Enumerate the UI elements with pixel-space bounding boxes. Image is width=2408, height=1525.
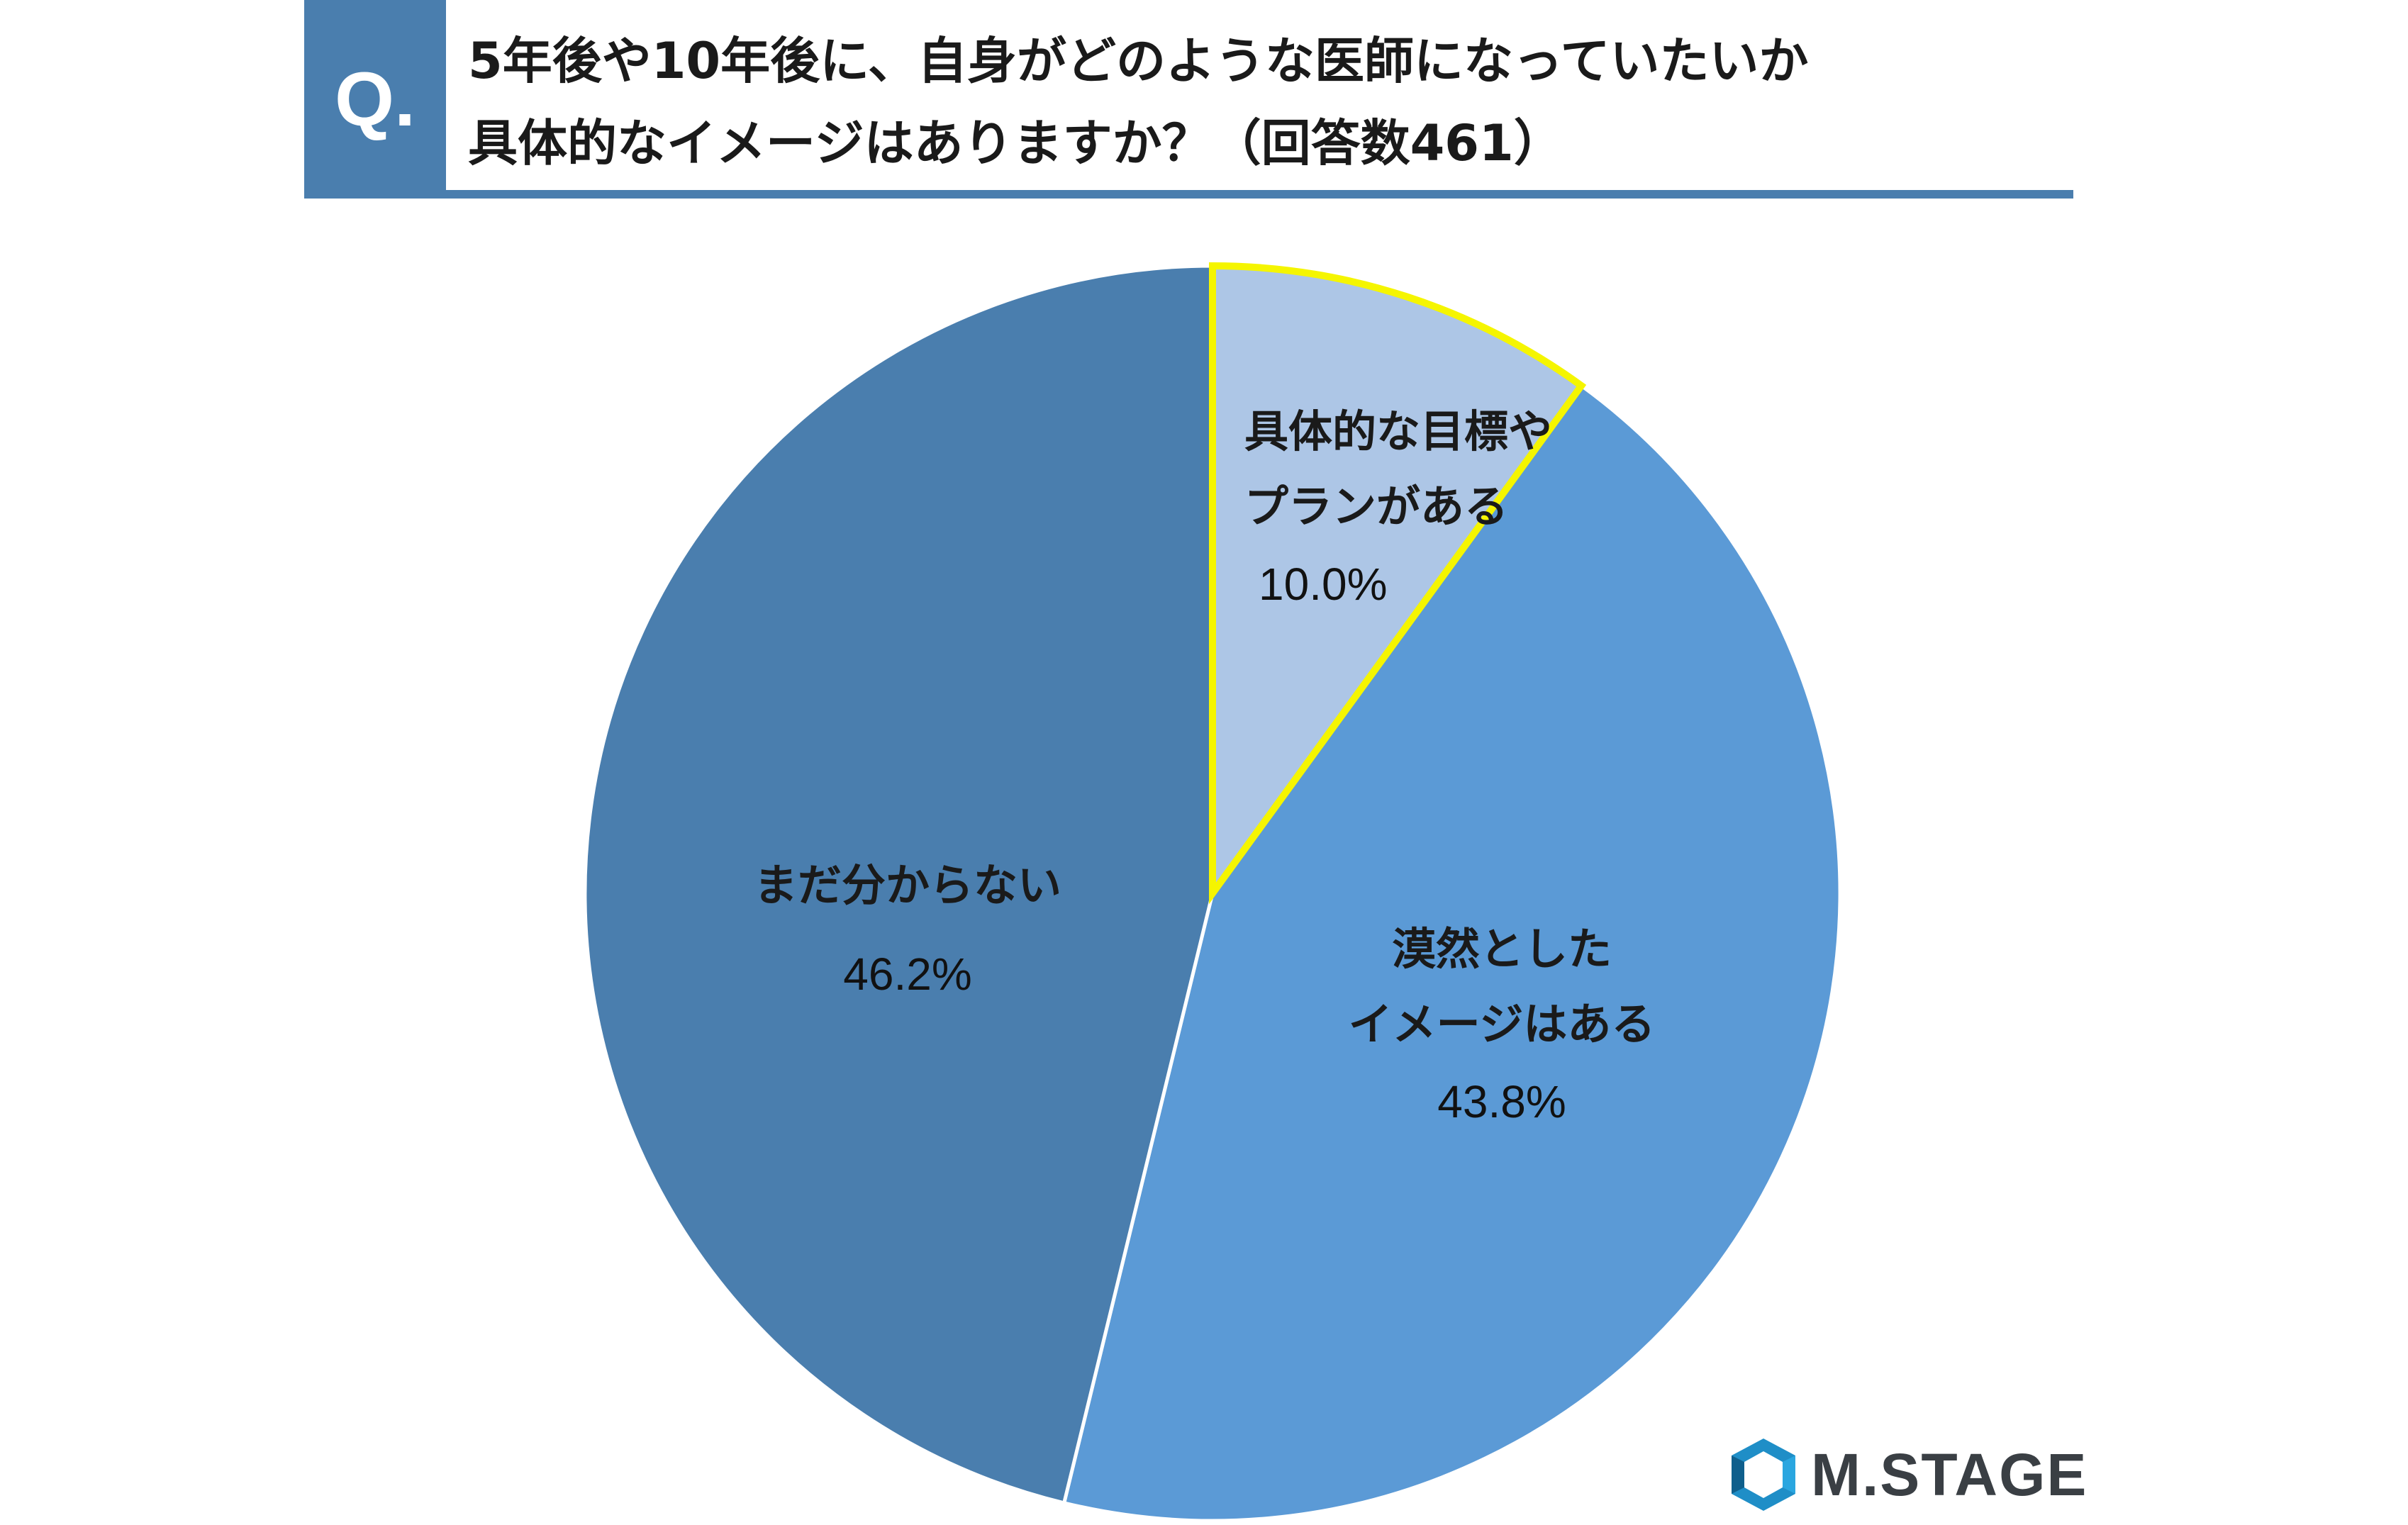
m-stage-logo-icon [1732, 1439, 1795, 1511]
slice-label-1-line-1: イメージはある [1349, 998, 1656, 1050]
slice-value-label-0: 10.0% [1259, 559, 1387, 610]
slice-value-label-2: 46.2% [843, 949, 971, 1000]
slice-label-1-line-0: 漠然とした [1392, 923, 1612, 975]
question-title-line-2: 具体的なイメージはありますか？（回答数461） [468, 114, 1563, 172]
pie-slice-0 [1209, 262, 1587, 905]
question-marker: Q. [304, 0, 446, 197]
question-title: 5年後や10年後に、自身がどのような医師になっていたいか 具体的なイメージはあり… [468, 20, 2056, 184]
slice-label-0-line-0: 具体的な目標や [1244, 406, 1552, 457]
m-stage-logo-text: M.STAGE [1811, 1441, 2088, 1508]
pie-slice-1 [1061, 383, 1842, 1523]
slice-label-0-line-1: プランがある [1244, 481, 1508, 532]
slice-label-2-line-0: まだ分からない [754, 859, 1061, 911]
slice-value-label-1: 43.8% [1437, 1076, 1566, 1127]
question-title-line-1: 5年後や10年後に、自身がどのような医師になっていたいか [468, 32, 1809, 90]
title-underline [304, 190, 2073, 199]
m-stage-logo: M.STAGE [1729, 1436, 2088, 1514]
pie-slice-2 [583, 264, 1215, 1505]
